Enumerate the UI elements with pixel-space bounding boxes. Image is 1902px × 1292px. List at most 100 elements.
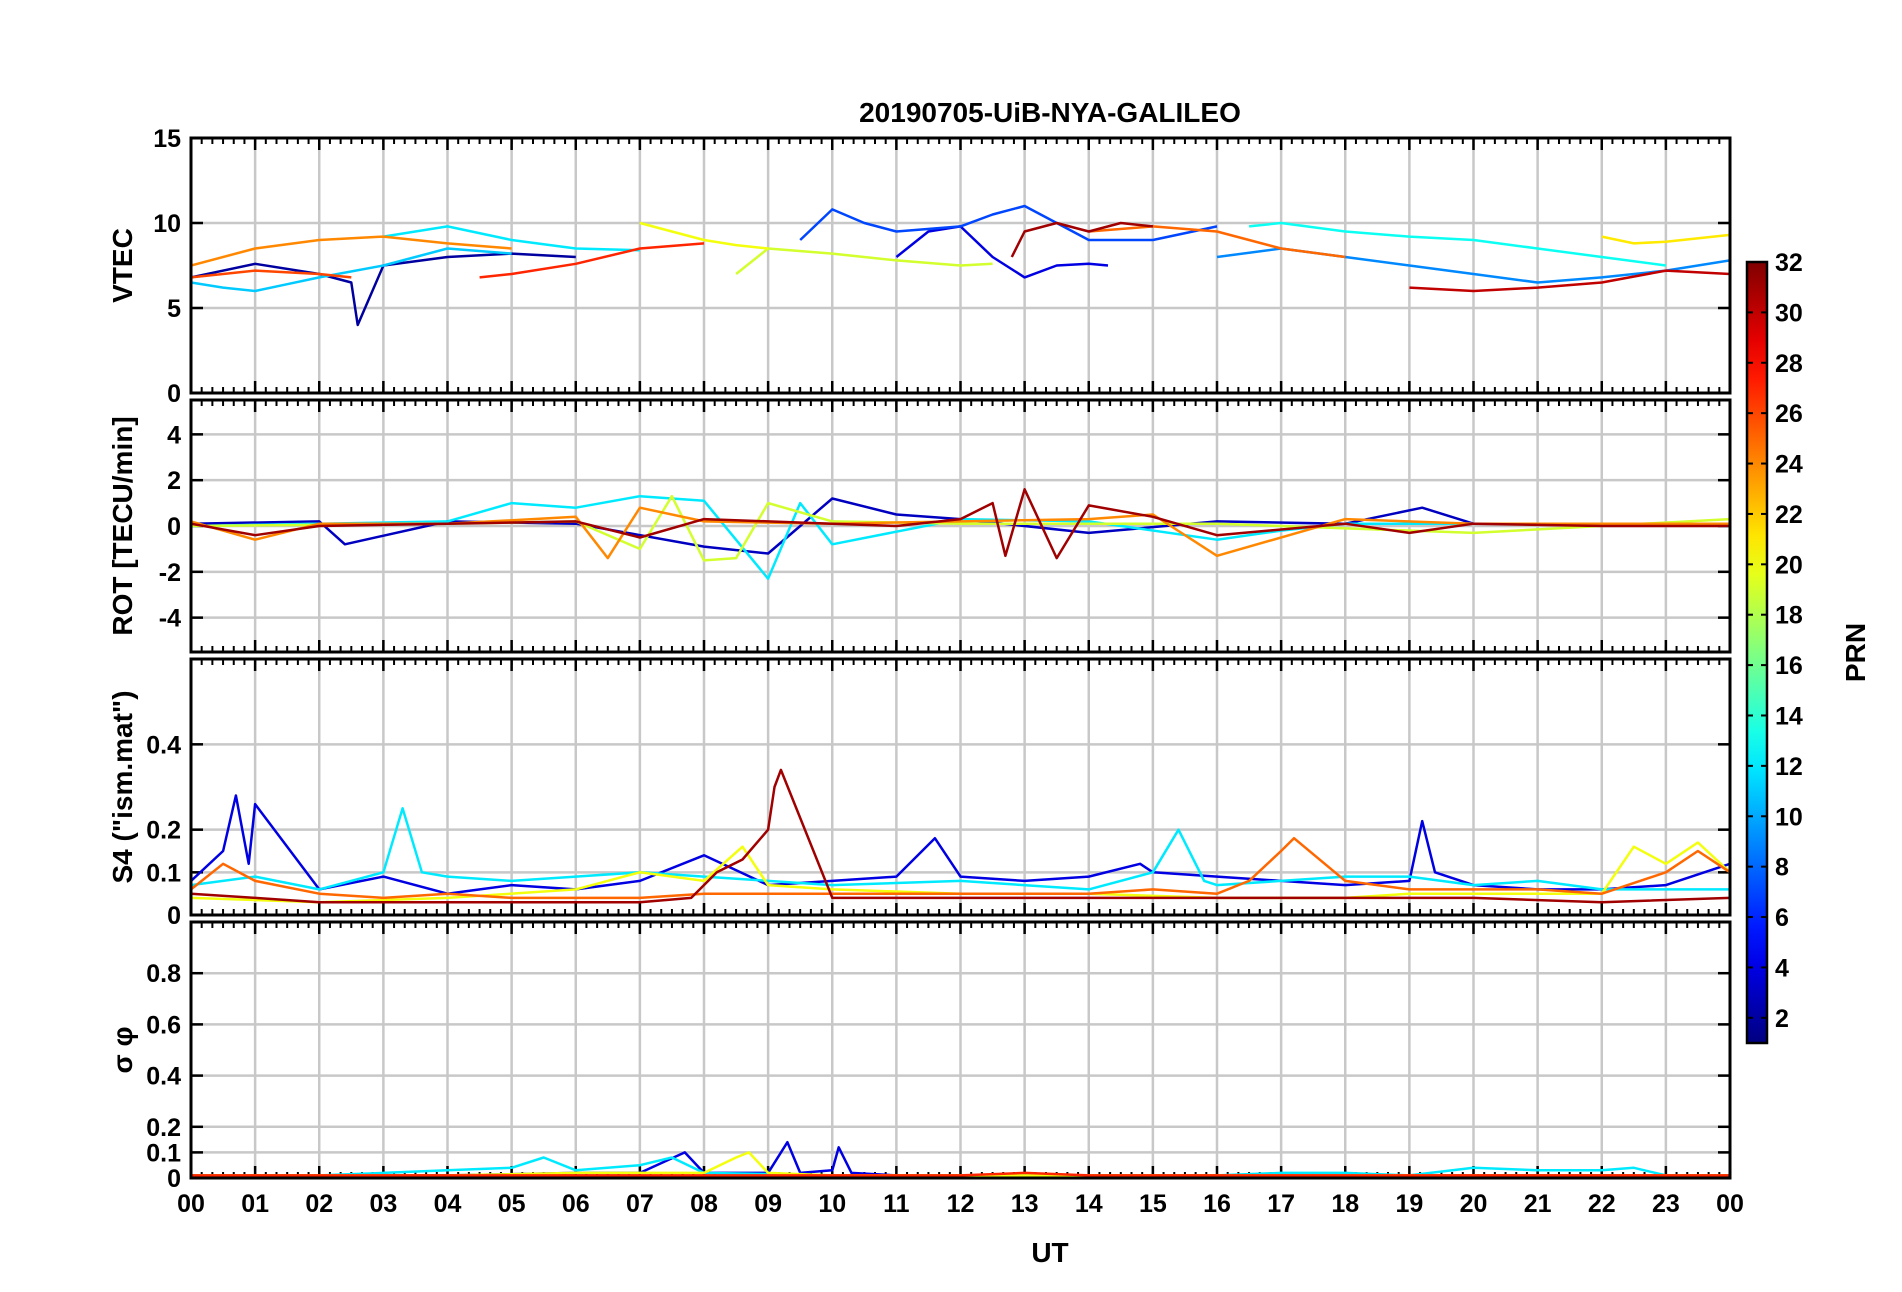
series-line-prn-12 — [383, 225, 640, 252]
colorbar-tick-label: 26 — [1775, 400, 1803, 428]
x-tick-label: 10 — [818, 1190, 846, 1218]
colorbar-tick-label: 14 — [1775, 702, 1803, 730]
colorbar-tick-label: 28 — [1775, 350, 1803, 378]
colorbar-tick-label: 10 — [1775, 803, 1803, 831]
series-line-prn-2 — [191, 252, 576, 327]
series-group — [191, 1140, 1730, 1177]
series-group — [191, 488, 1730, 580]
axes-frame — [189, 136, 1732, 395]
y-tick-label: 0.1 — [146, 1139, 181, 1167]
colorbar-label: PRN — [1840, 623, 1871, 682]
y-tick-label: 0.2 — [146, 1114, 181, 1142]
series-line-prn-25 — [1088, 225, 1346, 259]
y-tick-label: -2 — [159, 559, 181, 587]
x-tick-label: 06 — [562, 1190, 590, 1218]
y-axis-label: S4 ("ism.mat") — [107, 690, 138, 883]
x-tick-label: 17 — [1267, 1190, 1295, 1218]
colorbar-tick-label: 22 — [1775, 501, 1803, 529]
series-line-prn-13 — [1248, 221, 1667, 267]
y-tick-label: 0.4 — [146, 731, 181, 759]
y-tick-label: 5 — [167, 295, 181, 323]
colorbar-tick-label: 12 — [1775, 753, 1803, 781]
series-line-prn-27 — [191, 1171, 1730, 1177]
y-tick-label: 0.4 — [146, 1063, 181, 1091]
y-tick-label: 4 — [167, 421, 181, 449]
x-tick-label: 13 — [1011, 1190, 1039, 1218]
colorbar-gradient — [1747, 262, 1767, 1043]
colorbar-tick-label: 32 — [1775, 249, 1803, 277]
x-tick-label: 08 — [690, 1190, 718, 1218]
series-line-prn-11 — [191, 247, 512, 293]
series-line-prn-21 — [1601, 233, 1730, 245]
y-axis-label: ROT [TECU/min] — [107, 416, 138, 635]
y-tick-label: 15 — [153, 125, 181, 153]
x-tick-label: 00 — [1716, 1190, 1744, 1218]
y-axis-label: σ φ — [107, 1027, 138, 1074]
x-tick-label: 15 — [1139, 1190, 1167, 1218]
colorbar-tick-label: 16 — [1775, 652, 1803, 680]
panel-1: 0 5 10 15 VTEC — [107, 125, 1732, 408]
x-tick-label: 11 — [883, 1190, 910, 1218]
series-line-prn-26 — [191, 269, 352, 279]
series-line-prn-27 — [479, 242, 705, 279]
panel-4: 00.10.2 0.4 0.6 0.8 σ φ 00 01 02 03 04 05 06 07 08 09 1… — [107, 920, 1744, 1218]
series-line-prn-31 — [191, 768, 1730, 904]
series-line-prn-7 — [799, 204, 1218, 242]
x-axis-label: UT — [1031, 1237, 1068, 1268]
colorbar-tick-label: 2 — [1775, 1005, 1789, 1033]
x-tick-label: 16 — [1203, 1190, 1231, 1218]
y-axis-label: VTEC — [107, 228, 138, 303]
series-line-prn-12 — [191, 807, 1730, 891]
series-line-prn-4 — [895, 225, 1109, 279]
y-tick-label: 0 — [167, 513, 181, 541]
x-tick-label: 14 — [1075, 1190, 1103, 1218]
y-tick-label: 10 — [153, 210, 181, 238]
x-tick-label: 02 — [305, 1190, 333, 1218]
colorbar-tick-label: 24 — [1775, 451, 1803, 479]
series-line-prn-3 — [191, 497, 1730, 555]
x-tick-label: 05 — [498, 1190, 526, 1218]
colorbar-tick-label: 30 — [1775, 299, 1803, 327]
y-tick-label: 0.2 — [146, 817, 181, 845]
panel-3: 0 0.1 0.2 0.4 S4 ("ism.mat") — [107, 657, 1732, 930]
x-tick-label: 18 — [1331, 1190, 1359, 1218]
axes-frame — [189, 398, 1732, 654]
colorbar-tick-label: 18 — [1775, 602, 1803, 630]
colorbar-tick-label: 6 — [1775, 904, 1789, 932]
y-tick-label: 0.8 — [146, 960, 181, 988]
series-group — [191, 768, 1730, 904]
y-tick-label: 0.6 — [146, 1011, 181, 1039]
chart-title: 20190705-UiB-NYA-GALILEO — [859, 97, 1241, 128]
x-tick-label: 00 — [177, 1190, 205, 1218]
series-line-prn-25 — [191, 836, 1730, 900]
colorbar-tick-label: 20 — [1775, 551, 1803, 579]
panel-2: -4 -2 0 2 4 ROT [TECU/min] — [107, 398, 1732, 654]
series-line-prn-31 — [1010, 221, 1154, 258]
x-tick-label: 23 — [1652, 1190, 1680, 1218]
x-tick-label: 19 — [1395, 1190, 1423, 1218]
y-tick-label: 0.1 — [146, 859, 181, 887]
x-tick-label: 04 — [434, 1190, 462, 1218]
x-tick-label: 12 — [947, 1190, 975, 1218]
y-tick-label: 0 — [167, 1165, 181, 1193]
y-tick-label: 0 — [167, 902, 181, 930]
x-tick-label: 07 — [626, 1190, 654, 1218]
series-line-prn-19 — [735, 247, 993, 275]
y-tick-label: -4 — [159, 605, 181, 633]
colorbar-tick-label: 4 — [1775, 954, 1789, 982]
x-tick-label: 22 — [1588, 1190, 1616, 1218]
axes-frame — [189, 657, 1732, 917]
series-group — [191, 204, 1730, 327]
y-tick-label: 2 — [167, 467, 181, 495]
x-tick-label: 01 — [241, 1190, 269, 1218]
y-tick-label: 0 — [167, 380, 181, 408]
series-line-prn-31 — [191, 488, 1730, 560]
axes-frame — [189, 920, 1732, 1180]
x-tick-label: 20 — [1460, 1190, 1488, 1218]
series-line-prn-24 — [191, 235, 512, 267]
x-tick-label: 21 — [1524, 1190, 1552, 1218]
x-tick-label: 09 — [754, 1190, 782, 1218]
